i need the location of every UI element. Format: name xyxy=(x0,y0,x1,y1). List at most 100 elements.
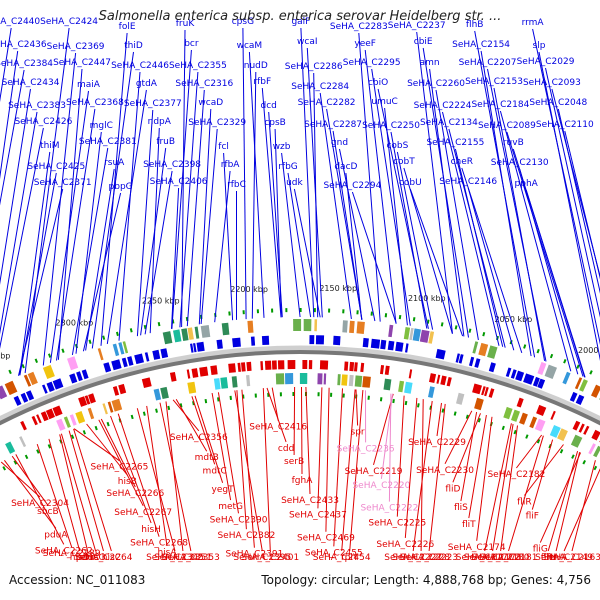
label-leader-line xyxy=(452,413,481,483)
gene-feature xyxy=(354,362,358,372)
gene-label: SeHA_C2436 xyxy=(0,40,47,50)
tick-mark xyxy=(404,400,408,406)
gene-label: SeHA_C2381 xyxy=(79,137,137,147)
gene-label: SeHA_C2377 xyxy=(124,99,182,109)
tick-mark xyxy=(115,331,119,337)
gene-feature xyxy=(264,360,272,370)
label-leader-line xyxy=(42,52,77,366)
gene-feature xyxy=(578,423,585,433)
cog-segment xyxy=(220,377,229,389)
cog-segment xyxy=(299,373,308,384)
cog-segment xyxy=(544,364,557,379)
tick-mark xyxy=(47,444,52,449)
gene-label: SeHA_C2184 xyxy=(471,100,529,110)
gene-label: cbiO xyxy=(368,78,388,88)
gene-feature xyxy=(523,373,535,385)
cog-segment xyxy=(323,373,327,385)
label-leader-line xyxy=(86,423,128,476)
gene-feature xyxy=(228,363,236,373)
gene-label: SeHA_C2390 xyxy=(210,515,268,525)
label-leader-line xyxy=(454,148,504,347)
tick-mark xyxy=(102,335,106,340)
gene-feature xyxy=(191,368,199,378)
label-leader-line xyxy=(217,392,239,514)
gene-label: galF xyxy=(291,17,310,27)
cog-segment xyxy=(557,428,568,442)
gene-label: SeHA_C2229 xyxy=(408,438,466,448)
gene-label: SeHA_C2219 xyxy=(345,467,403,477)
gene-feature xyxy=(333,335,341,346)
gene-label: metG xyxy=(218,502,243,512)
gene-feature xyxy=(121,357,128,368)
gene-label: SeHA_C2134 xyxy=(420,118,478,128)
cog-segment xyxy=(362,376,371,388)
gene-feature xyxy=(45,408,55,420)
label-leader-line xyxy=(140,147,167,336)
tick-mark xyxy=(417,403,420,408)
cog-segment xyxy=(181,328,189,341)
cog-segment xyxy=(419,329,430,343)
label-leader-line xyxy=(390,131,428,329)
gene-feature xyxy=(232,337,241,348)
tick-mark xyxy=(36,449,40,454)
label-leader-line xyxy=(420,399,424,552)
label-leader-line xyxy=(493,87,546,361)
gene-label: pduA xyxy=(44,530,68,540)
label-leader-line xyxy=(371,68,411,326)
gene-label: SeHA_C2383 xyxy=(8,101,66,111)
gene-feature xyxy=(196,341,205,352)
scale-label: 2300 kbp xyxy=(56,319,94,328)
tick-mark xyxy=(513,429,517,435)
cog-segment xyxy=(537,361,547,375)
gene-feature xyxy=(360,362,365,373)
gene-feature xyxy=(118,383,127,395)
label-leader-line xyxy=(0,111,38,335)
label-leader-line xyxy=(15,454,65,545)
scale-label: 2350 kbp xyxy=(0,351,10,360)
gene-label: gnd xyxy=(331,138,348,148)
cog-segment xyxy=(428,331,435,344)
scale-label: 2050 kbp xyxy=(495,315,533,324)
gene-label: SeHA_C2225 xyxy=(368,519,426,529)
gene-label: udk xyxy=(286,178,303,188)
tick-mark xyxy=(440,322,444,327)
gene-label: SeHA_C2440 xyxy=(0,17,40,27)
gene-feature xyxy=(510,369,517,379)
gene-label: mdtB xyxy=(195,453,219,463)
gene-feature xyxy=(261,335,270,345)
gene-feature xyxy=(309,335,315,345)
tick-mark xyxy=(8,369,12,375)
gene-feature xyxy=(42,384,48,394)
forward-strand-track xyxy=(13,335,585,406)
cog-segment xyxy=(341,374,348,386)
gene-label: sbcB xyxy=(37,507,59,517)
gene-label: ruvB xyxy=(503,138,524,148)
tick-mark xyxy=(21,363,25,369)
tick-mark xyxy=(465,414,469,419)
label-leader-line xyxy=(332,130,363,320)
label-leader-line xyxy=(118,71,141,341)
label-leader-line xyxy=(24,27,70,374)
gene-feature xyxy=(488,388,495,398)
tick-mark xyxy=(379,397,383,402)
label-leader-line xyxy=(531,439,554,510)
gene-label: cheR xyxy=(451,157,473,167)
gene-label: dacD xyxy=(334,162,357,172)
tick-mark xyxy=(61,348,65,353)
gene-feature xyxy=(193,343,197,353)
gene-label: SeHA_C2262 xyxy=(35,546,93,556)
label-leader-line xyxy=(59,434,89,552)
label-leader-line xyxy=(136,408,176,552)
gene-feature xyxy=(583,425,590,435)
tick-mark xyxy=(130,414,134,420)
gene-label: SeHA_C2283 xyxy=(330,22,388,32)
gene-label: fruB xyxy=(156,137,175,147)
gene-label: SeHA_C2398 xyxy=(143,160,201,170)
gene-label: gtdA xyxy=(136,79,158,89)
label-leader-line xyxy=(18,188,64,376)
cog-segment xyxy=(349,320,355,334)
gene-label: SeHA_C2163 xyxy=(543,553,600,563)
gene-feature xyxy=(237,362,241,372)
label-leader-line xyxy=(416,31,453,334)
